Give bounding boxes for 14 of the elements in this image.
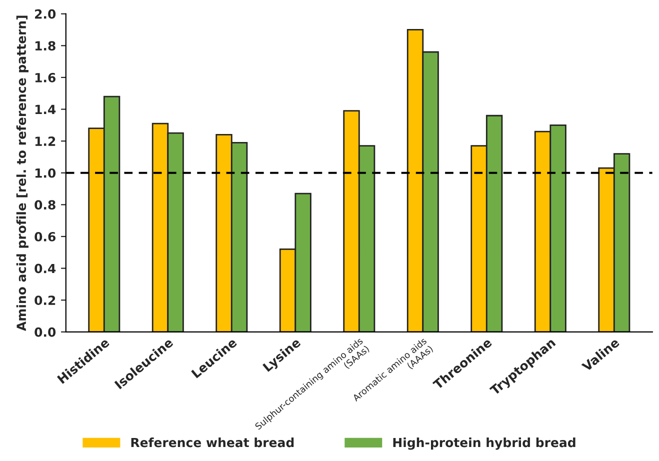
y-tick-label: 0.6 (34, 232, 56, 242)
y-tick-label: 1.2 (35, 136, 56, 146)
legend-label: Reference wheat bread (131, 438, 294, 448)
y-tick-label: 1.4 (35, 104, 56, 114)
y-tick-label: 2.0 (35, 9, 56, 19)
y-tick-label: 1.0 (35, 168, 56, 178)
y-tick-label: 0.4 (34, 264, 56, 274)
y-tick-label: 0.0 (34, 327, 56, 337)
y-tick-label: 0.2 (34, 296, 56, 306)
y-tick-label: 1.6 (35, 72, 56, 82)
y-tick-label: 1.8 (35, 41, 56, 51)
legend-label: High-protein hybrid bread (393, 438, 576, 450)
y-axis-title: Amino acid profile [rel. to reference pattern] (16, 16, 28, 331)
y-tick-label: 0.8 (34, 200, 56, 210)
